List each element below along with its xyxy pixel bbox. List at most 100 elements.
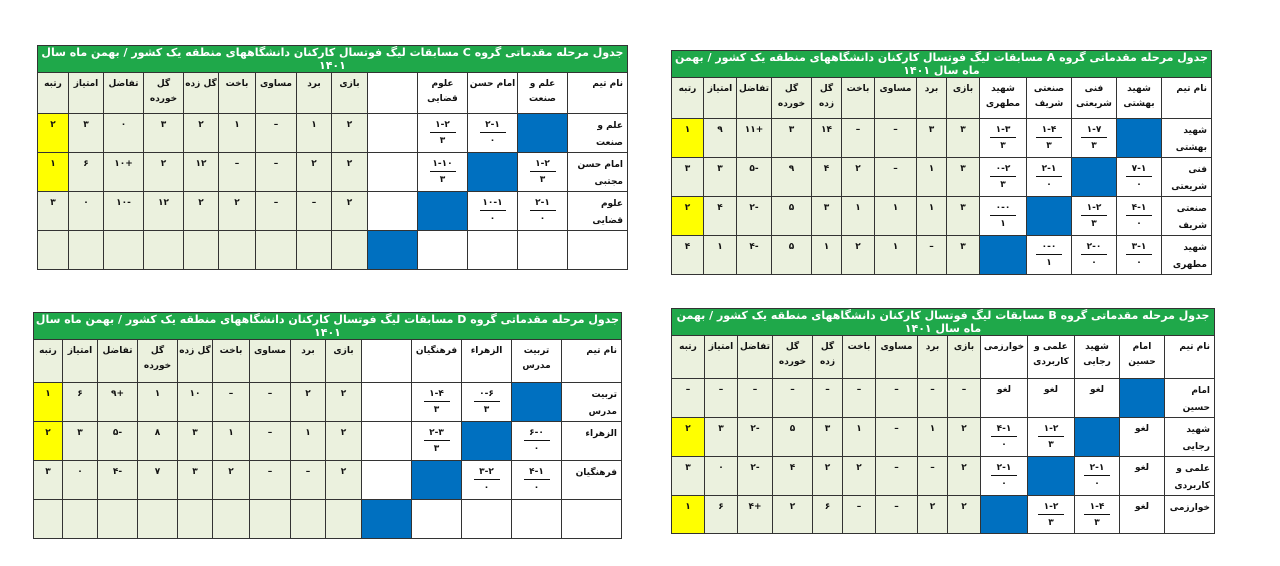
match-score: ۲-۱ (529, 198, 556, 211)
team-name: علوم قضایی (567, 191, 628, 231)
header-stat: امتیاز (62, 339, 98, 383)
header-stat: مساوی (249, 339, 291, 383)
match-result-cell: ۰-۶ ۳ (461, 382, 512, 422)
stat-cell-7: ۴ (703, 196, 737, 236)
header-stat: تفاضل (103, 72, 144, 114)
stat-cell-0: ۲ (947, 417, 981, 457)
stat-cell-3: – (842, 495, 876, 534)
stat-cell-4: ۱۴ (811, 118, 842, 158)
stat-cell-5: ۸ (137, 421, 178, 461)
team-name: شهید بهشتی (1161, 118, 1212, 158)
stat-cell-7: ۰ (68, 191, 104, 231)
stat-cell-6: -۲ (737, 417, 773, 457)
stat-cell-5: – (772, 378, 813, 418)
rank-cell: ۲ (32, 421, 64, 461)
header-opponent: امام حسین (1119, 335, 1165, 379)
match-score: ۴-۱ (1126, 203, 1152, 216)
team-name: فرهنگیان (561, 460, 622, 500)
header-stat: مساوی (874, 77, 917, 119)
stat-cell-4: – (812, 378, 843, 418)
empty-cell (511, 499, 562, 539)
team-name: شهید رجایی (1164, 417, 1215, 457)
match-points: ۰ (533, 483, 540, 493)
stat-cell-7 (62, 499, 98, 539)
stat-cell-0: ۳ (946, 157, 980, 197)
empty-cell (361, 460, 412, 500)
stat-cell-1 (296, 230, 332, 270)
header-opponent: علوم قضایی (417, 72, 468, 114)
match-result-cell: ۲-۱ ۰ (467, 113, 518, 153)
stat-cell-3: ۲ (842, 456, 876, 496)
match-result-cell: ۲-۱ ۰ (1074, 456, 1120, 496)
group-d-table: جدول مرحله مقدماتی گروه D مسابقات لیگ فو… (32, 312, 623, 539)
match-result-cell: ۴-۱ ۰ (1116, 196, 1162, 236)
header-stat: گل خورده (771, 77, 812, 119)
header-stat: مساوی (875, 335, 918, 379)
stat-cell-7 (68, 230, 104, 270)
stat-cell-0 (325, 499, 362, 539)
match-result-cell: ۱-۲ ۳ (1027, 417, 1075, 457)
stat-cell-7: ۳ (704, 417, 738, 457)
stat-cell-4 (177, 499, 213, 539)
stat-cell-1: ۲ (917, 495, 948, 534)
self-match-cell (361, 499, 412, 539)
team-name: خوارزمی (1164, 495, 1215, 534)
table-row: شهید مطهری ۳-۱ ۰ ۲-۰ ۰ ۰-۰ ۱ ۳–۱ ۲ ۱ ۵ -۴ ۱ ۴ (670, 235, 1212, 275)
team-name: تربیت مدرس (561, 382, 622, 422)
header-team-name: نام تیم (561, 339, 622, 383)
team-name: علم و صنعت (567, 113, 628, 153)
stat-cell-2: – (255, 152, 297, 192)
empty-cell (361, 421, 412, 461)
header-stat: باخت (218, 72, 256, 114)
self-match-cell (1074, 417, 1120, 457)
self-match-cell (1071, 157, 1117, 197)
rank-cell: ۱ (32, 382, 64, 422)
rank-cell: ۲ (36, 113, 70, 153)
stat-cell-6 (97, 499, 138, 539)
stat-cell-5: ۵ (771, 235, 812, 275)
stat-cell-6: -۲ (736, 196, 772, 236)
header-row: نام تیم شهید بهشتی فنی شریعتی صنعتی شریف شهی… (670, 77, 1212, 119)
header-opponent: امام حسن (467, 72, 518, 114)
header-stat: برد (916, 77, 947, 119)
match-points: ۰ (1046, 180, 1052, 190)
match-result-cell: ۲-۰ ۰ (1071, 235, 1117, 275)
stat-cell-0: – (947, 378, 981, 418)
stat-cell-6: +۹ (97, 382, 138, 422)
header-stat: برد (296, 72, 332, 114)
match-score: ۲-۱ (1084, 463, 1110, 476)
match-result-cell: ۴-۱ ۰ (511, 460, 562, 500)
header-empty (361, 339, 412, 383)
empty-cell (467, 230, 518, 270)
table-title-row: جدول مرحله مقدماتی گروه C مسابقات لیگ فو… (36, 45, 629, 73)
header-stat: گل زده (183, 72, 219, 114)
empty-cell (361, 382, 412, 422)
self-match-cell (1119, 378, 1165, 418)
match-points: ۳ (539, 175, 546, 185)
header-stat: امتیاز (704, 335, 738, 379)
table-title: جدول مرحله مقدماتی گروه A مسابقات لیگ فو… (670, 50, 1213, 78)
match-cancelled-cell: لغو (1119, 417, 1165, 457)
stat-cell-5: ۳ (143, 113, 184, 153)
stat-cell-2 (255, 230, 297, 270)
empty-cell (517, 230, 568, 270)
header-opponent: شهید رجایی (1074, 335, 1120, 379)
match-result-cell: ۱-۴ ۳ (1026, 118, 1072, 158)
self-match-cell (411, 460, 462, 500)
stat-cell-4: ۱ (811, 235, 842, 275)
table-row: شهید رجایی لغو ۱-۲ ۳ ۴-۱ ۰ ۲ ۱–۱ ۳ ۵ -۲ ۳ ۲ (671, 417, 1215, 457)
stat-cell-6: -۵ (736, 157, 772, 197)
match-cancelled-cell: لغو (1119, 456, 1165, 496)
table-row: امام حسن مجتبی ۱-۲ ۳ ۱-۱۰ ۳ ۲ ۲– –۱۲ ۲ +۱۰ ۶ ۱ (36, 152, 628, 192)
header-opponent: علمی و کاربردی (1027, 335, 1075, 379)
stat-cell-2: ۱ (874, 235, 917, 275)
header-opponent: الزهراء (461, 339, 512, 383)
stat-cell-4: ۳ (811, 196, 842, 236)
match-points: ۳ (1000, 141, 1006, 151)
match-points: ۳ (1048, 518, 1054, 528)
header-stat: برد (290, 339, 326, 383)
stat-cell-4: ۱۰ (177, 382, 213, 422)
group-c-table: جدول مرحله مقدماتی گروه C مسابقات لیگ فو… (36, 45, 629, 270)
header-opponent: علم و صنعت (517, 72, 568, 114)
match-score: ۱-۲ (429, 120, 456, 133)
